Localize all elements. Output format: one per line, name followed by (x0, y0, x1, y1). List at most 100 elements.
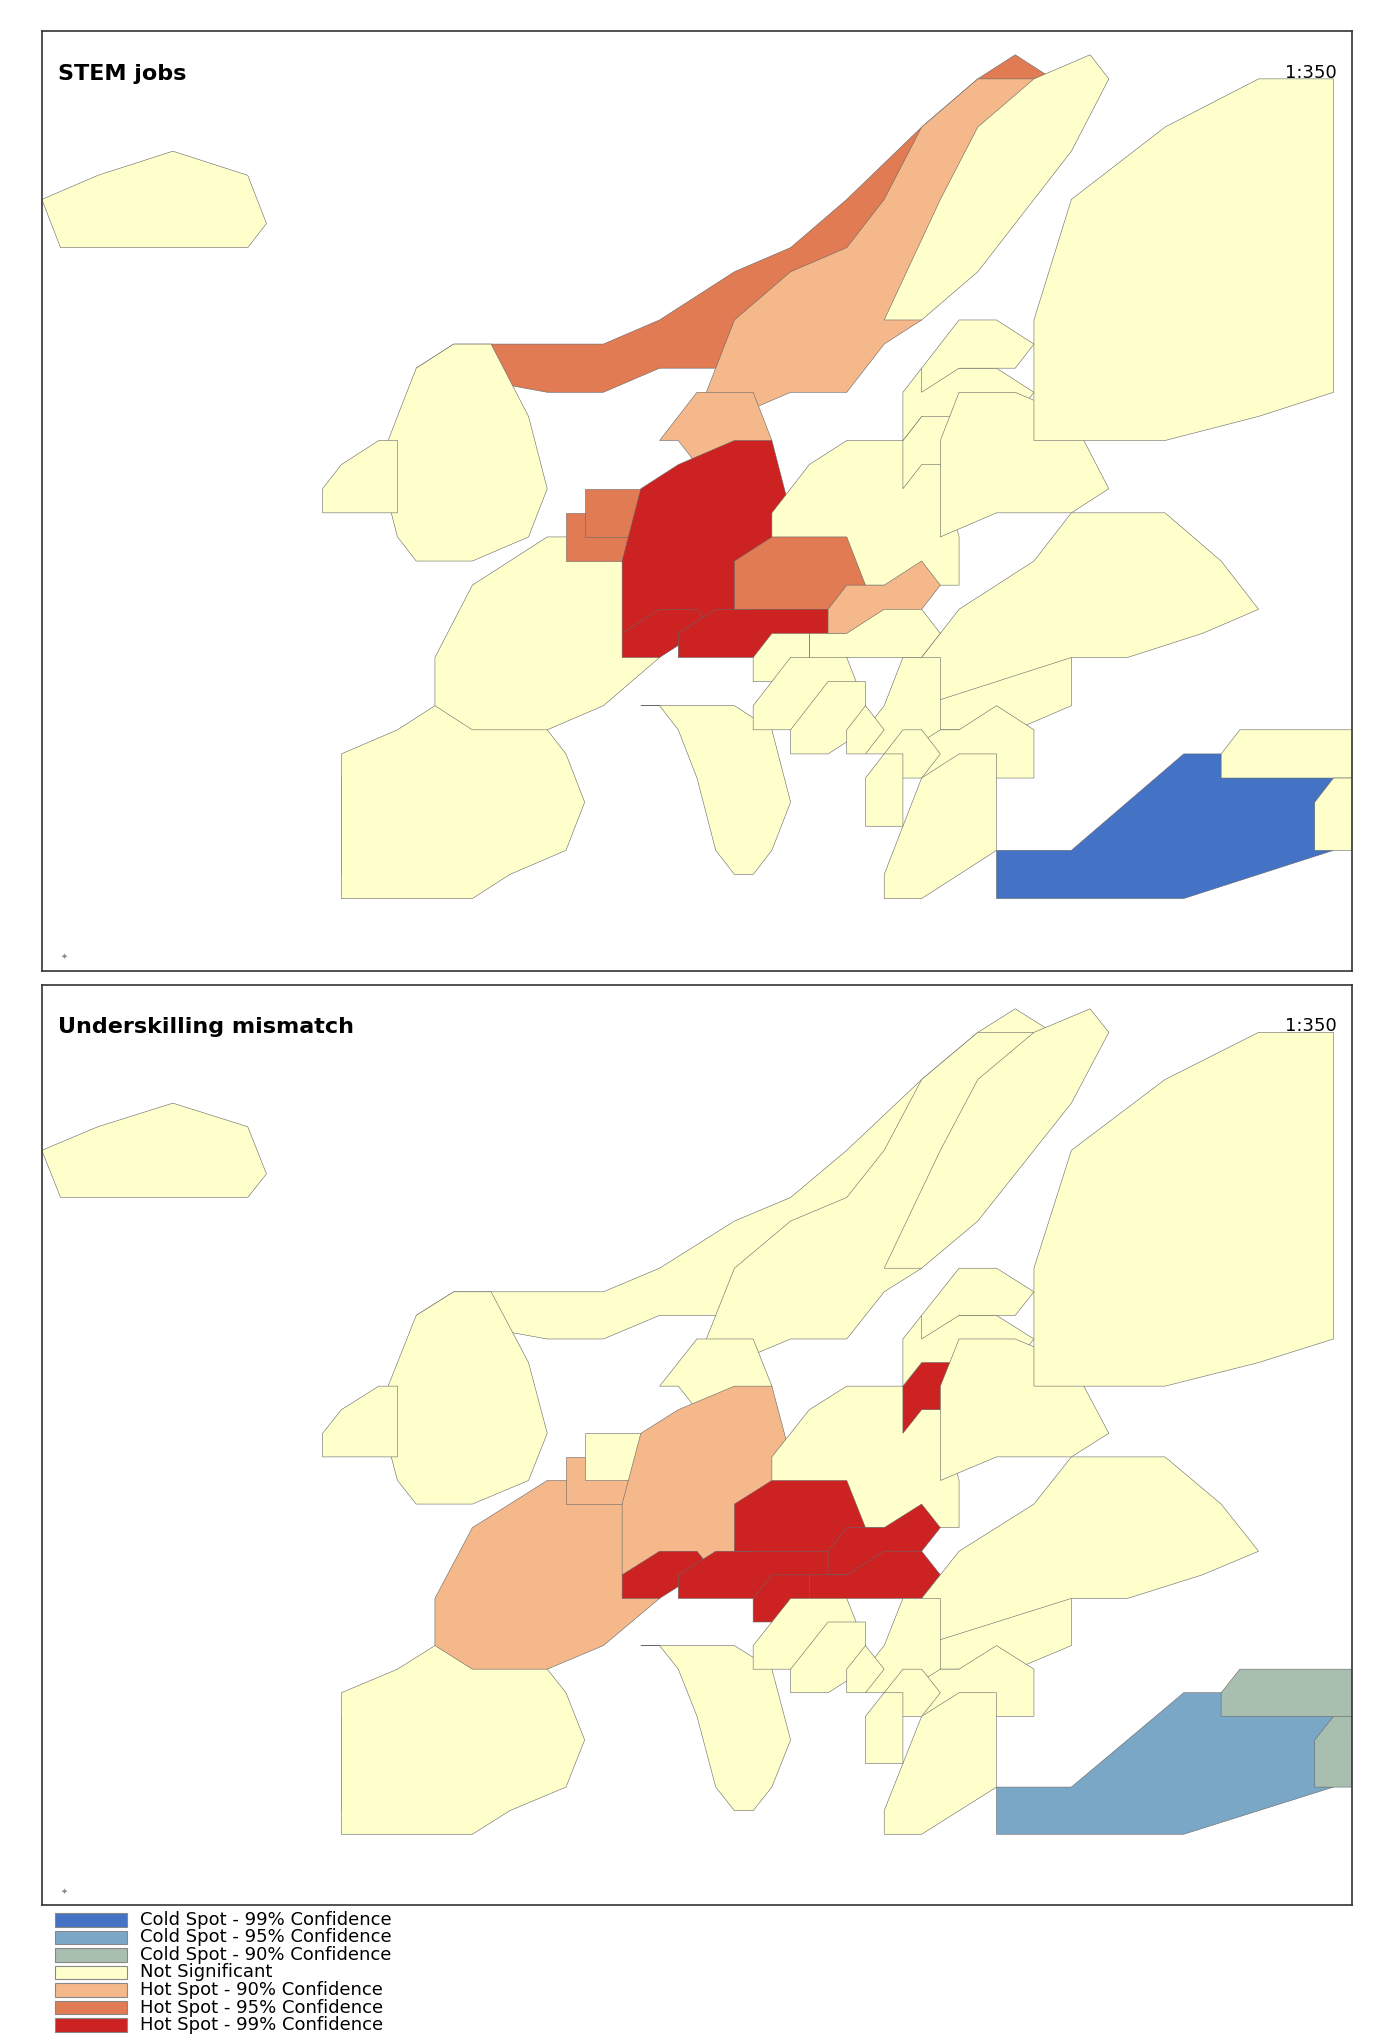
Polygon shape (846, 1645, 884, 1692)
Polygon shape (753, 1598, 866, 1670)
Polygon shape (884, 1692, 997, 1833)
Polygon shape (884, 1670, 941, 1717)
Polygon shape (659, 392, 772, 464)
Polygon shape (921, 1551, 1072, 1670)
Polygon shape (1315, 1717, 1390, 1786)
Polygon shape (866, 1598, 941, 1692)
Bar (54, 1913, 127, 1927)
Polygon shape (435, 538, 659, 730)
Polygon shape (753, 658, 866, 730)
Polygon shape (866, 658, 941, 754)
Polygon shape (735, 1480, 866, 1551)
Polygon shape (42, 1104, 266, 1198)
Polygon shape (903, 392, 997, 489)
Polygon shape (884, 730, 941, 779)
Polygon shape (790, 681, 866, 754)
Polygon shape (753, 1574, 810, 1623)
Text: Hot Spot - 95% Confidence: Hot Spot - 95% Confidence (141, 1999, 383, 2017)
Text: Cold Spot - 95% Confidence: Cold Spot - 95% Confidence (141, 1927, 392, 1946)
Bar (54, 1948, 127, 1962)
Polygon shape (435, 1480, 659, 1670)
Text: 1:350: 1:350 (1285, 63, 1337, 82)
Polygon shape (921, 1645, 1034, 1717)
Polygon shape (622, 1386, 810, 1574)
Polygon shape (641, 705, 790, 875)
Text: Hot Spot - 99% Confidence: Hot Spot - 99% Confidence (141, 2015, 383, 2034)
Bar (54, 1932, 127, 1944)
Polygon shape (42, 151, 266, 247)
Polygon shape (866, 754, 903, 826)
Polygon shape (697, 80, 1034, 417)
Text: ✦: ✦ (60, 1887, 67, 1895)
Polygon shape (790, 1623, 866, 1692)
Polygon shape (322, 442, 397, 513)
Polygon shape (1221, 1670, 1370, 1717)
Bar (54, 1966, 127, 1979)
Polygon shape (903, 1316, 1034, 1386)
Text: Underskilling mismatch: Underskilling mismatch (57, 1018, 354, 1038)
Text: Cold Spot - 90% Confidence: Cold Spot - 90% Confidence (141, 1946, 392, 1964)
Bar (54, 2001, 127, 2013)
Text: Cold Spot - 99% Confidence: Cold Spot - 99% Confidence (141, 1911, 392, 1930)
Polygon shape (903, 368, 1034, 442)
Polygon shape (828, 1504, 941, 1574)
Polygon shape (866, 1692, 903, 1764)
Polygon shape (659, 1339, 772, 1410)
Polygon shape (997, 1692, 1334, 1833)
Polygon shape (322, 1386, 397, 1457)
Polygon shape (641, 1645, 790, 1811)
Polygon shape (697, 1032, 1034, 1363)
Polygon shape (1352, 754, 1394, 850)
Polygon shape (679, 1527, 846, 1598)
Polygon shape (566, 1457, 641, 1504)
Polygon shape (342, 1645, 584, 1833)
Polygon shape (921, 513, 1259, 705)
Polygon shape (342, 705, 584, 899)
Polygon shape (846, 705, 884, 754)
Polygon shape (622, 1551, 715, 1598)
Polygon shape (679, 585, 846, 658)
Polygon shape (903, 1339, 997, 1433)
Bar (54, 1983, 127, 1997)
Polygon shape (921, 705, 1034, 779)
Polygon shape (828, 560, 941, 634)
Polygon shape (379, 1292, 548, 1504)
Polygon shape (884, 1010, 1108, 1267)
Text: Not Significant: Not Significant (141, 1964, 272, 1981)
Polygon shape (342, 1692, 379, 1811)
Polygon shape (884, 55, 1108, 321)
Polygon shape (566, 513, 641, 560)
Polygon shape (772, 442, 959, 585)
Polygon shape (1315, 779, 1390, 850)
Polygon shape (379, 343, 548, 560)
Polygon shape (997, 754, 1334, 899)
Bar (54, 2017, 127, 2032)
Polygon shape (921, 321, 1034, 392)
Polygon shape (1221, 730, 1370, 779)
Polygon shape (921, 1267, 1034, 1339)
Polygon shape (884, 754, 997, 899)
Polygon shape (810, 1551, 941, 1623)
Text: 1:350: 1:350 (1285, 1018, 1337, 1036)
Polygon shape (584, 489, 641, 538)
Text: ✦: ✦ (60, 953, 67, 961)
Polygon shape (921, 1457, 1259, 1645)
Polygon shape (417, 55, 1052, 392)
Polygon shape (772, 1386, 959, 1527)
Polygon shape (1034, 80, 1334, 442)
Polygon shape (1034, 1032, 1334, 1386)
Text: STEM jobs: STEM jobs (57, 63, 185, 84)
Polygon shape (1352, 1692, 1394, 1786)
Polygon shape (342, 754, 379, 875)
Polygon shape (622, 442, 810, 634)
Polygon shape (753, 634, 810, 681)
Polygon shape (941, 392, 1108, 538)
Polygon shape (921, 609, 1072, 730)
Polygon shape (735, 538, 866, 609)
Polygon shape (622, 609, 715, 658)
Text: Hot Spot - 90% Confidence: Hot Spot - 90% Confidence (141, 1981, 383, 1999)
Polygon shape (584, 1433, 641, 1480)
Polygon shape (810, 609, 941, 681)
Polygon shape (417, 1010, 1052, 1339)
Polygon shape (941, 1339, 1108, 1480)
